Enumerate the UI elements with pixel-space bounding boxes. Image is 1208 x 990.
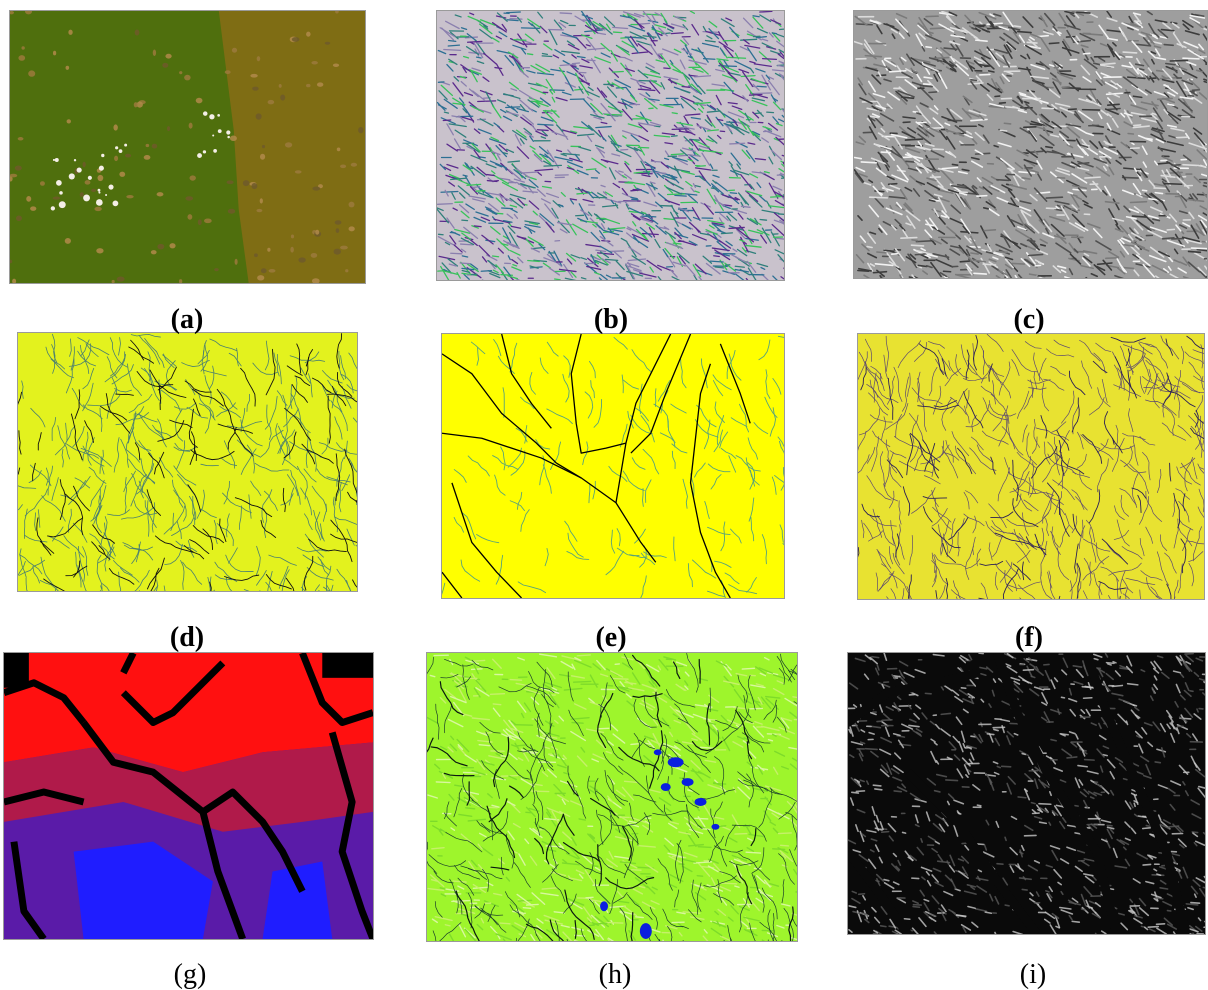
panel-b-aspect-image: [436, 10, 785, 281]
panel-c-graphic: [854, 11, 1207, 278]
panel-a-elevation-image: [9, 10, 366, 284]
panel-c-hillshade-image: [853, 10, 1208, 279]
panel-b-graphic: [437, 11, 784, 280]
panel-e-graphic: [442, 334, 784, 598]
panel-i-graphic: [848, 653, 1205, 934]
panel-e-channel-image: [441, 333, 785, 599]
panel-d-drainage-image: [17, 332, 358, 592]
caption-h: (h): [555, 961, 675, 989]
panel-h-wetness-image: [426, 652, 798, 942]
caption-f: (f): [969, 624, 1089, 652]
panel-f-flow-image: [857, 333, 1205, 600]
panel-g-graphic: [4, 653, 373, 939]
panel-a-graphic: [10, 11, 365, 283]
caption-g: (g): [130, 961, 250, 989]
caption-d: (d): [127, 624, 247, 652]
panel-f-graphic: [858, 334, 1204, 599]
caption-c: (c): [969, 306, 1089, 334]
caption-a: (a): [127, 306, 247, 334]
caption-i: (i): [973, 961, 1093, 989]
caption-b: (b): [551, 306, 671, 334]
panel-g-watershed-image: [3, 652, 374, 940]
panel-i-distance-image: [847, 652, 1206, 935]
panel-d-graphic: [18, 333, 357, 591]
panel-h-graphic: [427, 653, 797, 941]
caption-e: (e): [551, 624, 671, 652]
